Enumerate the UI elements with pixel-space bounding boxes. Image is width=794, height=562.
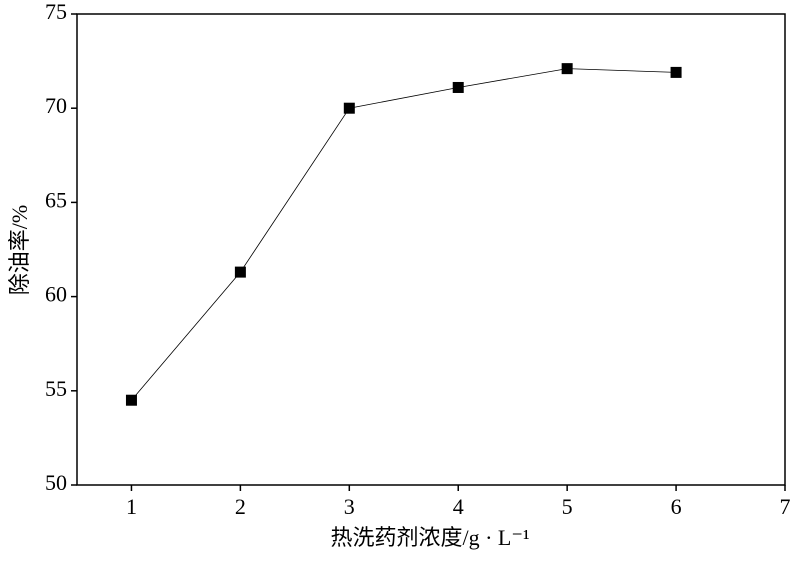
- y-axis-label: 除油率/%: [7, 205, 32, 295]
- marker: [125, 394, 137, 406]
- x-tick-label: 6: [671, 494, 682, 519]
- x-tick-label: 3: [344, 494, 355, 519]
- y-tick-label: 70: [45, 93, 67, 118]
- marker: [452, 81, 464, 93]
- series-line: [131, 68, 677, 401]
- y-tick-label: 65: [45, 187, 67, 212]
- y-tick-label: 50: [45, 470, 67, 495]
- x-tick-label: 5: [562, 494, 573, 519]
- y-tick-label: 60: [45, 282, 67, 307]
- marker: [561, 63, 573, 75]
- x-tick-label: 1: [126, 494, 137, 519]
- x-tick-label: 7: [780, 494, 791, 519]
- x-axis-label: 热洗药剂浓度/g · L⁻¹: [330, 525, 529, 550]
- marker: [670, 66, 682, 78]
- plot-frame: [76, 13, 786, 486]
- marker: [234, 266, 246, 278]
- y-tick-label: 75: [45, 0, 67, 24]
- x-tick-label: 2: [235, 494, 246, 519]
- y-tick-label: 55: [45, 376, 67, 401]
- x-tick-label: 4: [453, 494, 464, 519]
- marker: [343, 102, 355, 114]
